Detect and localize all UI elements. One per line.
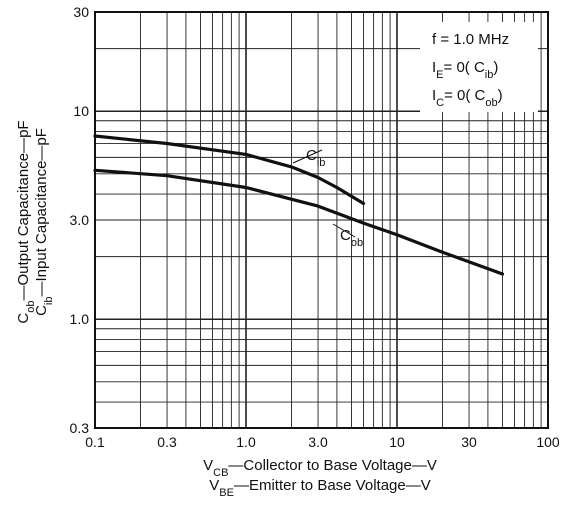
y-tick-label: 1.0: [70, 311, 90, 327]
series-labels: Cib Cob: [292, 147, 363, 249]
x-axis-title-line: VCB—Collector to Base Voltage—V: [203, 457, 437, 479]
series-label-cob: Cob: [340, 227, 363, 249]
series-layer: [93, 134, 505, 276]
series-line-cob: [93, 168, 505, 276]
x-tick-label: 1.0: [236, 434, 256, 450]
x-axis-title: VCB—Collector to Base Voltage—VVBE—Emitt…: [203, 457, 437, 499]
y-tick-label: 10: [73, 103, 89, 119]
y-axis-title-line: Cob—Output Capacitance—pF: [15, 120, 37, 323]
y-tick-label: 30: [73, 4, 89, 20]
x-tick-label: 0.1: [85, 434, 105, 450]
series-label-leader: [332, 223, 356, 238]
x-tick-label: 10: [389, 434, 405, 450]
conditions-box-bg: [420, 22, 538, 112]
x-tick-label: 100: [536, 434, 560, 450]
x-tick-label: 0.3: [157, 434, 177, 450]
y-tick-label: 3.0: [70, 212, 90, 228]
conditions-box: f = 1.0 MHz IE= 0( Cib) IC= 0( Cob): [420, 22, 538, 112]
x-tick-label: 30: [461, 434, 477, 450]
condition-text: IC= 0( Cob): [432, 87, 503, 109]
series-label-cib: Cib: [306, 147, 325, 169]
y-axis-title-line: Cib—Input Capacitance—pF: [33, 128, 55, 316]
x-axis-title-line: VBE—Emitter to Base Voltage—V: [209, 477, 430, 499]
y-tick-label: 0.3: [70, 420, 90, 436]
plot-frame: [94, 11, 549, 429]
series-line-cib: [93, 134, 366, 206]
series-label-leader: [292, 149, 323, 164]
x-tick-label: 3.0: [308, 434, 328, 450]
condition-text: IE= 0( Cib): [432, 59, 498, 81]
condition-text: f = 1.0 MHz: [432, 31, 509, 48]
